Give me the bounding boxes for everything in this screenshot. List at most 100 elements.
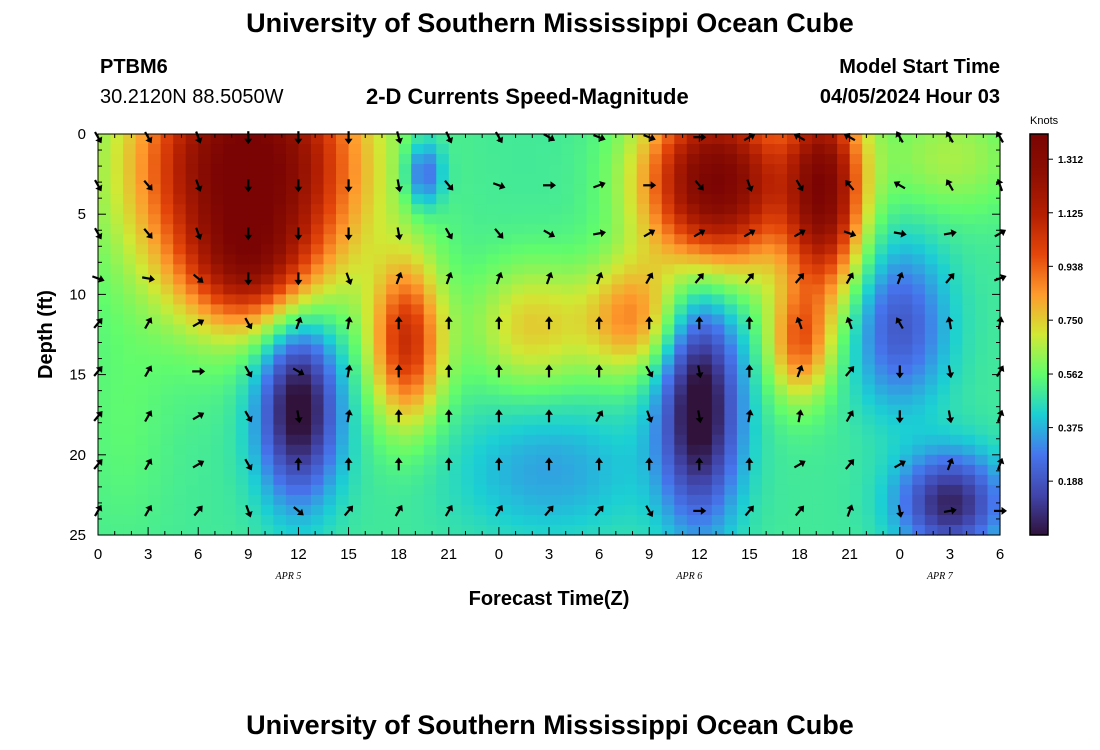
current-arrow xyxy=(394,504,403,517)
heatmap-cell xyxy=(361,324,375,336)
heatmap-cell xyxy=(812,494,826,506)
heatmap-cell xyxy=(210,424,224,436)
heatmap-cell xyxy=(862,204,876,215)
heatmap-cell xyxy=(473,314,487,326)
heatmap-cell xyxy=(511,194,525,205)
heatmap-cell xyxy=(536,354,550,366)
heatmap-cell xyxy=(837,164,851,175)
heatmap-cell xyxy=(98,234,112,245)
heatmap-cell xyxy=(235,354,249,366)
heatmap-cell xyxy=(674,374,688,386)
heatmap-cell xyxy=(123,514,137,526)
heatmap-cell xyxy=(348,354,362,366)
heatmap-cell xyxy=(812,304,826,316)
heatmap-cell xyxy=(310,234,325,245)
heatmap-cell xyxy=(661,184,675,195)
heatmap-cell xyxy=(849,414,863,426)
heatmap-cell xyxy=(661,294,675,306)
heatmap-cell xyxy=(98,494,112,506)
heatmap-cell xyxy=(837,244,851,255)
heatmap-cell xyxy=(135,344,149,356)
heatmap-cell xyxy=(298,204,312,215)
heatmap-cell xyxy=(148,464,162,476)
heatmap-cell xyxy=(273,354,287,366)
heatmap-cell xyxy=(285,284,300,296)
heatmap-cell xyxy=(473,174,487,185)
heatmap-cell xyxy=(423,384,437,396)
heatmap-cell xyxy=(310,214,325,225)
heatmap-cell xyxy=(386,304,400,316)
heatmap-cell xyxy=(436,214,450,225)
heatmap-cell xyxy=(624,454,638,466)
heatmap-cell xyxy=(235,324,249,336)
heatmap-cell xyxy=(611,424,625,436)
heatmap-cell xyxy=(887,324,901,336)
current-arrow xyxy=(543,181,556,190)
heatmap-cell xyxy=(799,514,813,526)
heatmap-cell xyxy=(448,224,462,235)
heatmap-cell xyxy=(536,504,550,516)
heatmap-cell xyxy=(636,404,650,416)
heatmap-cell xyxy=(461,294,475,306)
heatmap-cell xyxy=(586,444,600,456)
heatmap-cell xyxy=(373,144,387,155)
heatmap-cell xyxy=(887,304,901,316)
heatmap-cell xyxy=(348,144,362,155)
heatmap-cell xyxy=(837,444,851,456)
heatmap-cell xyxy=(812,214,826,225)
heatmap-cell xyxy=(160,414,174,426)
heatmap-cell xyxy=(248,154,262,165)
heatmap-cell xyxy=(774,514,788,526)
heatmap-cell xyxy=(849,324,863,336)
heatmap-cell xyxy=(461,274,475,285)
heatmap-cell xyxy=(636,454,650,466)
heatmap-cell xyxy=(260,164,274,175)
heatmap-cell xyxy=(135,444,149,456)
heatmap-cell xyxy=(824,154,838,165)
speed-heatmap xyxy=(98,134,1001,536)
heatmap-cell xyxy=(536,464,550,476)
current-arrow xyxy=(444,179,454,191)
heatmap-cell xyxy=(210,264,224,275)
heatmap-cell xyxy=(586,354,600,366)
heatmap-cell xyxy=(273,264,287,275)
heatmap-cell xyxy=(949,154,964,165)
heatmap-cell xyxy=(223,334,237,346)
heatmap-cell xyxy=(837,284,851,296)
heatmap-cell xyxy=(436,504,450,516)
heatmap-cell xyxy=(899,304,913,316)
heatmap-cell xyxy=(473,404,487,416)
heatmap-cell xyxy=(223,404,237,416)
heatmap-cell xyxy=(787,344,801,356)
heatmap-cell xyxy=(423,484,437,496)
heatmap-cell xyxy=(348,504,362,516)
heatmap-cell xyxy=(862,144,876,155)
heatmap-cell xyxy=(812,234,826,245)
heatmap-cell xyxy=(173,354,187,366)
heatmap-cell xyxy=(198,514,212,526)
heatmap-cell xyxy=(160,194,174,205)
heatmap-cell xyxy=(937,164,951,175)
heatmap-cell xyxy=(523,284,538,296)
heatmap-cell xyxy=(423,494,437,506)
heatmap-cell xyxy=(198,494,212,506)
heatmap-cell xyxy=(899,354,913,366)
heatmap-cell xyxy=(924,294,938,306)
heatmap-cell xyxy=(611,394,625,406)
current-arrow xyxy=(444,227,454,240)
heatmap-cell xyxy=(661,524,675,536)
heatmap-cell xyxy=(273,244,287,255)
heatmap-cell xyxy=(837,234,851,245)
heatmap-cell xyxy=(448,284,462,296)
heatmap-cell xyxy=(699,474,713,486)
heatmap-cell xyxy=(198,294,212,306)
heatmap-cell xyxy=(373,444,387,456)
heatmap-cell xyxy=(924,424,938,436)
heatmap-cell xyxy=(386,164,400,175)
heatmap-cell xyxy=(473,284,487,296)
heatmap-cell xyxy=(887,274,901,285)
heatmap-cell xyxy=(323,224,337,235)
heatmap-cell xyxy=(799,494,813,506)
heatmap-cell xyxy=(837,344,851,356)
heatmap-cell xyxy=(849,394,863,406)
